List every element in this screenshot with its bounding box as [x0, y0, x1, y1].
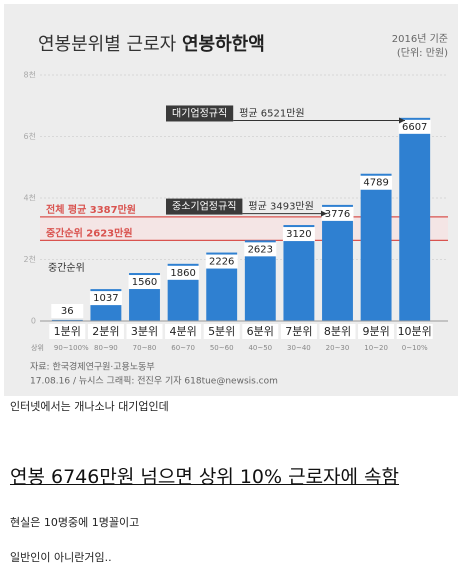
chart-title-emphasis: 연봉하한액	[182, 34, 265, 55]
value-label-box	[244, 242, 277, 257]
x-tick-label: 10분위	[398, 325, 432, 338]
x-sublabel-prefix: 상위	[31, 343, 44, 352]
bar	[399, 117, 431, 321]
annotation-label: 대기업정규직	[172, 106, 227, 119]
x-tick-label: 3분위	[131, 325, 158, 338]
value-label-box	[398, 119, 431, 134]
value-label-box	[282, 227, 315, 242]
arrow-head	[321, 210, 327, 217]
x-sublabel: 10~20	[364, 344, 388, 352]
bar	[360, 173, 392, 321]
x-tick-box	[396, 324, 433, 339]
x-sublabel: 80~90	[94, 344, 118, 352]
chart-title: 연봉분위별 근로자	[38, 34, 177, 55]
arrow-head	[399, 117, 405, 124]
reference-label: 중간순위 2623만원	[46, 226, 133, 239]
reference-label: 전체 평균 3387만원	[46, 203, 136, 216]
x-tick-box	[319, 324, 356, 339]
text: 현실은 10명중에 1명꼴이고	[10, 516, 140, 529]
x-tick-box	[126, 324, 163, 339]
note: 중간순위	[48, 261, 85, 274]
value-label: 1560	[132, 277, 157, 288]
value-label-box	[205, 254, 238, 269]
x-tick-label: 7분위	[285, 325, 312, 338]
chart: 연봉분위별 근로자 연봉하한액 2016년 기준 (단위: 만원) 자료: 한국…	[4, 4, 458, 396]
y-tick-label: 8천	[24, 70, 36, 80]
x-tick-box	[165, 324, 202, 339]
value-label: 1037	[93, 293, 118, 304]
value-label: 2623	[248, 244, 273, 255]
value-label: 3120	[286, 229, 311, 240]
source: 자료: 한국경제연구원·고용노동부	[30, 361, 155, 373]
value-label: 4789	[363, 178, 388, 189]
x-tick-box	[358, 324, 395, 339]
value-label-box	[321, 206, 354, 221]
x-tick-label: 6분위	[247, 325, 274, 338]
annotation-text: 평균 3493만원	[248, 201, 313, 213]
value-label-box	[128, 275, 161, 290]
x-sublabel: 50~60	[210, 344, 234, 352]
text: 인터넷에서는 개나소나 대기업인데	[10, 400, 169, 413]
text: 일반인이 아니란거임..	[10, 551, 112, 564]
bar	[322, 204, 353, 321]
x-tick-box	[280, 324, 317, 339]
headline: 연봉 6746만원 넘으면 상위 10% 근로자에 속함	[10, 466, 400, 488]
value-label-box	[51, 304, 84, 318]
annotation-text: 평균 6521만원	[239, 107, 304, 119]
y-tick-label: 4천	[24, 193, 36, 203]
annotation-label: 중소기업정규직	[172, 200, 236, 213]
x-tick-box	[49, 324, 86, 339]
annotation-box	[166, 198, 243, 215]
x-tick-label: 9분위	[362, 325, 389, 338]
x-sublabel: 60~70	[171, 344, 195, 352]
x-sublabel: 0~10%	[402, 344, 428, 352]
value-label-box	[167, 265, 200, 280]
x-tick-label: 2분위	[92, 325, 119, 338]
value-label: 2226	[209, 257, 234, 268]
value-label: 1860	[170, 268, 195, 279]
credit: 17.08.16 / 뉴시스 그래픽: 전진우 기자 618tue@newsis…	[30, 376, 278, 387]
x-tick-box	[203, 324, 240, 339]
annotation-box	[166, 105, 234, 122]
chart-unit: (단위: 만원)	[397, 46, 448, 59]
x-tick-box	[87, 324, 124, 339]
y-tick-label: 6천	[24, 131, 36, 141]
x-tick-label: 4분위	[169, 325, 196, 338]
chart-subtitle: 2016년 기준	[392, 33, 448, 45]
value-label: 36	[61, 306, 74, 317]
x-tick-label: 5분위	[208, 325, 235, 338]
x-tick-label: 1분위	[54, 325, 81, 338]
x-sublabel: 20~30	[326, 344, 350, 352]
x-tick-label: 8분위	[324, 325, 351, 338]
x-sublabel: 70~80	[133, 344, 157, 352]
x-sublabel: 30~40	[287, 344, 311, 352]
value-label: 3776	[325, 209, 350, 220]
bar	[51, 319, 83, 321]
x-tick-box	[242, 324, 279, 339]
x-sublabel: 40~50	[248, 344, 272, 352]
value-label-box	[89, 291, 122, 306]
x-sublabel: 90~100%	[54, 344, 89, 352]
y-tick-label: 2천	[24, 254, 36, 264]
value-label: 6607	[402, 122, 427, 133]
y-tick-label: 0	[31, 317, 36, 326]
value-label-box	[360, 175, 393, 190]
